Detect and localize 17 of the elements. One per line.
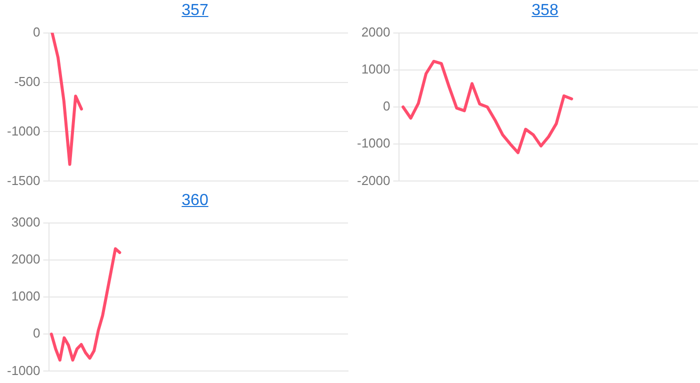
y-tick-label: 0 (33, 24, 40, 40)
y-tick-label: 0 (33, 326, 40, 341)
y-tick-label: 1000 (361, 61, 390, 76)
y-tick-label: -1000 (357, 136, 390, 151)
y-tick-label: 2000 (361, 24, 390, 40)
y-tick-label: 0 (383, 98, 390, 114)
y-tick-label: -1500 (7, 172, 40, 188)
y-tick-label: 3000 (11, 214, 40, 230)
y-tick-label: 1000 (11, 288, 40, 304)
chart-title: 358 (532, 2, 558, 19)
y-tick-label: -2000 (357, 172, 390, 188)
y-tick-label: -500 (14, 74, 40, 89)
chart-title: 360 (182, 192, 208, 209)
y-tick-label: -1000 (7, 362, 40, 378)
chart-title: 357 (182, 2, 208, 19)
y-tick-label: -1000 (7, 123, 40, 138)
y-tick-label: 2000 (11, 251, 40, 266)
